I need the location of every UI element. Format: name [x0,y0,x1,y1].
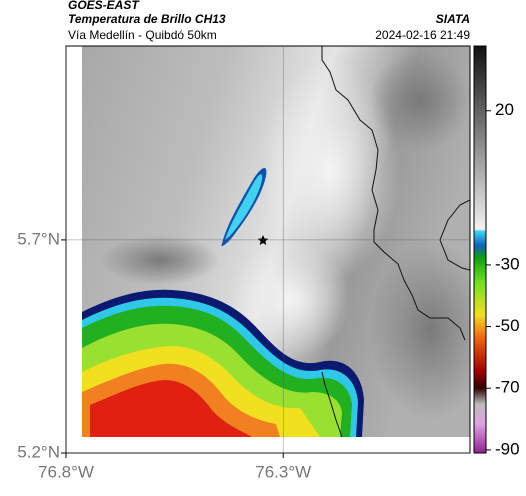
colorbar [473,45,487,454]
datetime: 2024-02-16 21:49 [375,28,470,42]
colorbar-label: -70 [495,378,520,397]
colorbar-label: 20 [495,100,514,119]
lon-label: 76.8°W [38,462,94,481]
lat-label: 5.2°N [17,442,60,461]
lon-label: 76.3°W [255,462,311,481]
lat-label: 5.7°N [17,229,60,248]
colorbar-label: -30 [495,254,520,273]
satellite: GOES-EAST [68,0,140,12]
satellite-image [82,46,470,437]
title: Temperatura de Brillo CH13 [68,12,226,26]
subtitle: Vía Medellín - Quibdó 50km [68,28,217,42]
colorbar-label: -90 [495,439,520,458]
source: SIATA [436,12,470,26]
colorbar-label: -50 [495,316,520,335]
